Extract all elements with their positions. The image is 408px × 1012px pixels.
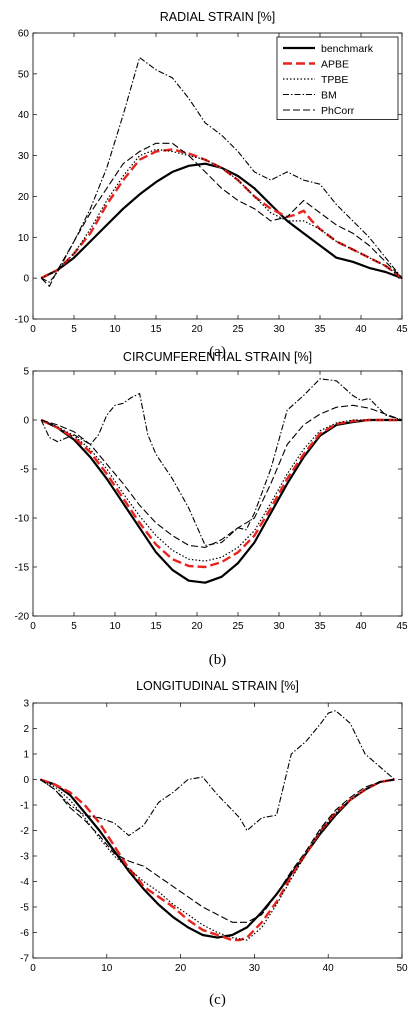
panel-caption: (b) <box>209 652 227 668</box>
x-tick-label: 10 <box>109 324 121 335</box>
series-line-benchmark <box>40 778 395 939</box>
x-tick-label: 20 <box>175 963 187 974</box>
x-tick-label: 10 <box>101 963 113 974</box>
y-tick-label: -20 <box>15 612 30 623</box>
x-tick-label: 20 <box>191 621 203 632</box>
series-line-tpbe <box>40 419 402 562</box>
y-tick-label: 2 <box>23 724 29 735</box>
y-tick-label: -6 <box>20 928 29 939</box>
x-tick-label: 0 <box>30 963 36 974</box>
legend: benchmark APBE TPBE BM PhCorr <box>276 36 399 120</box>
y-tick-label: -7 <box>20 954 29 965</box>
radial-strain-panel: RADIAL STRAIN [%]0 5 10 15 20 25 30 35 40 45-1001… <box>15 10 408 360</box>
x-tick-label: 45 <box>396 324 408 335</box>
longitudinal-strain-panel: LONGITUDINAL STRAIN [%]0 10 20 30 40 50-7-6-5… <box>20 679 408 1008</box>
y-tick-label: 0 <box>23 416 29 427</box>
circumferential-strain-panel: CIRCUMFERENTIAL STRAIN [%] 0 5 10 15 20 25 30 35… <box>15 350 408 668</box>
legend-label-bm: BM <box>321 90 337 102</box>
series-line-bm <box>40 710 395 837</box>
series-line-apbe <box>40 418 402 569</box>
x-tick-label: 25 <box>232 324 244 335</box>
legend-label-apbe: APBE <box>321 59 349 71</box>
x-tick-label: 35 <box>314 324 326 335</box>
legend-label-tpbe: TPBE <box>321 74 348 86</box>
x-tick-label: 0 <box>30 324 36 335</box>
y-tick-label: 1 <box>23 750 29 761</box>
series-line-tpbe <box>40 148 403 279</box>
series-line-phcorr <box>40 142 403 287</box>
x-tick-label: 10 <box>109 621 121 632</box>
x-tick-label: 15 <box>150 621 162 632</box>
y-tick-label: -15 <box>15 563 30 574</box>
x-tick-label: 15 <box>150 324 162 335</box>
legend-label-phcorr: PhCorr <box>321 105 355 117</box>
x-tick-label: 20 <box>191 324 203 335</box>
y-tick-label: 10 <box>18 233 30 244</box>
series-line-phcorr <box>41 404 403 548</box>
series-line-bm <box>40 56 403 283</box>
y-tick-label: 0 <box>23 775 29 786</box>
y-tick-label: -10 <box>15 514 30 525</box>
legend-label-benchmark: benchmark <box>321 43 374 55</box>
series-line-phcorr <box>40 778 395 923</box>
y-tick-label: -10 <box>15 315 30 326</box>
legend-box <box>276 36 399 120</box>
x-tick-label: 30 <box>273 621 285 632</box>
x-tick-label: 0 <box>30 621 36 632</box>
y-tick-label: 30 <box>18 151 30 162</box>
x-tick-label: 30 <box>273 324 285 335</box>
x-tick-label: 5 <box>71 621 77 632</box>
x-tick-label: 25 <box>232 621 244 632</box>
chart-title: RADIAL STRAIN [%] <box>160 10 276 24</box>
plot-frame <box>32 370 403 617</box>
x-tick-label: 30 <box>249 963 261 974</box>
x-tick-label: 50 <box>396 963 408 974</box>
y-tick-label: 50 <box>18 69 30 80</box>
x-tick-label: 5 <box>71 324 77 335</box>
y-tick-label: 5 <box>23 367 29 378</box>
y-tick-label: -1 <box>20 801 29 812</box>
series-line-benchmark <box>40 418 402 584</box>
x-tick-label: 40 <box>355 324 367 335</box>
y-tick-label: 3 <box>23 699 29 710</box>
series-line-apbe <box>40 778 395 942</box>
x-tick-label: 40 <box>323 963 335 974</box>
series-line-tpbe <box>40 778 395 941</box>
y-tick-label: 40 <box>18 110 30 121</box>
y-tick-label: -4 <box>20 877 29 888</box>
y-tick-label: -2 <box>20 826 29 837</box>
y-tick-label: 0 <box>23 274 29 285</box>
plot-frame <box>32 32 403 320</box>
panel-caption: (c) <box>209 992 226 1008</box>
x-tick-label: 45 <box>396 621 408 632</box>
y-tick-label: -5 <box>20 465 29 476</box>
chart-title: CIRCUMFERENTIAL STRAIN [%] <box>123 350 312 364</box>
y-tick-label: -3 <box>20 852 29 863</box>
y-tick-label: -5 <box>20 903 29 914</box>
x-tick-label: 35 <box>314 621 326 632</box>
panel-caption: (a) <box>209 344 226 360</box>
chart-title: LONGITUDINAL STRAIN [%] <box>136 679 299 693</box>
plot-frame <box>32 702 403 959</box>
y-tick-label: 20 <box>18 192 30 203</box>
series-line-bm <box>40 378 403 546</box>
x-tick-label: 40 <box>355 621 367 632</box>
y-tick-label: 60 <box>18 29 30 40</box>
